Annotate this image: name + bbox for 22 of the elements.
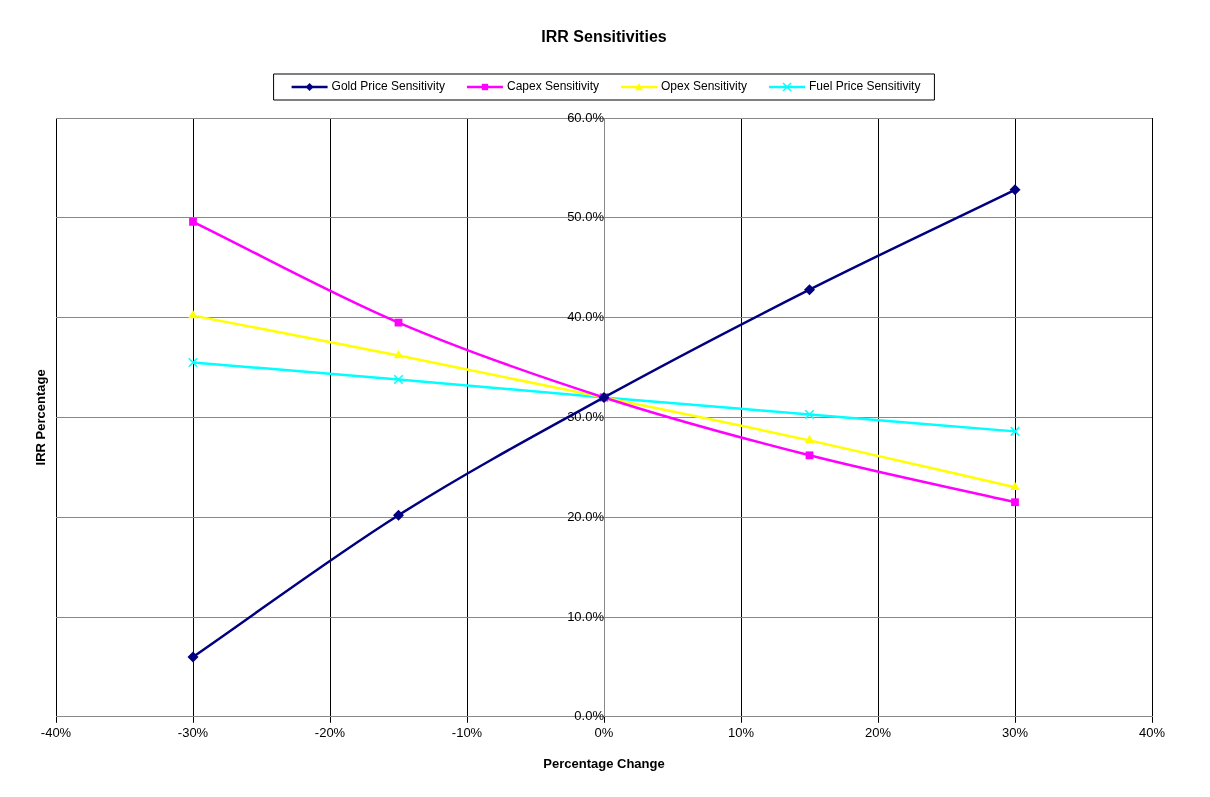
legend-label: Gold Price Sensitivity (331, 79, 445, 94)
y-tick-label: 50.0% (567, 209, 605, 225)
x-axis-title: Percentage Change (543, 755, 665, 771)
x-tick-label: -10% (451, 725, 483, 741)
y-tick-label: 60.0% (567, 109, 605, 125)
x-tick-label: -30% (177, 725, 209, 741)
y-tick-label: 40.0% (567, 309, 605, 325)
x-tick-label: 10% (727, 725, 755, 741)
x-tick-label: 0% (594, 725, 614, 741)
x-tick-label: -40% (40, 725, 72, 741)
x-tick-label: 40% (1138, 725, 1166, 741)
y-tick-label: 10.0% (567, 608, 605, 624)
legend-label: Fuel Price Sensitivity (809, 79, 921, 94)
chart-title: IRR Sensitivities (541, 28, 667, 46)
x-tick-label: 20% (864, 725, 892, 741)
x-tick-label: -20% (314, 725, 346, 741)
y-tick-label: 0.0% (574, 708, 605, 724)
y-axis-title: IRR Percentage (32, 369, 48, 466)
legend-label: Opex Sensitivity (661, 79, 748, 94)
legend-label: Capex Sensitivity (506, 79, 600, 94)
y-tick-label: 20.0% (567, 508, 605, 524)
x-tick-label: 30% (1001, 725, 1029, 741)
